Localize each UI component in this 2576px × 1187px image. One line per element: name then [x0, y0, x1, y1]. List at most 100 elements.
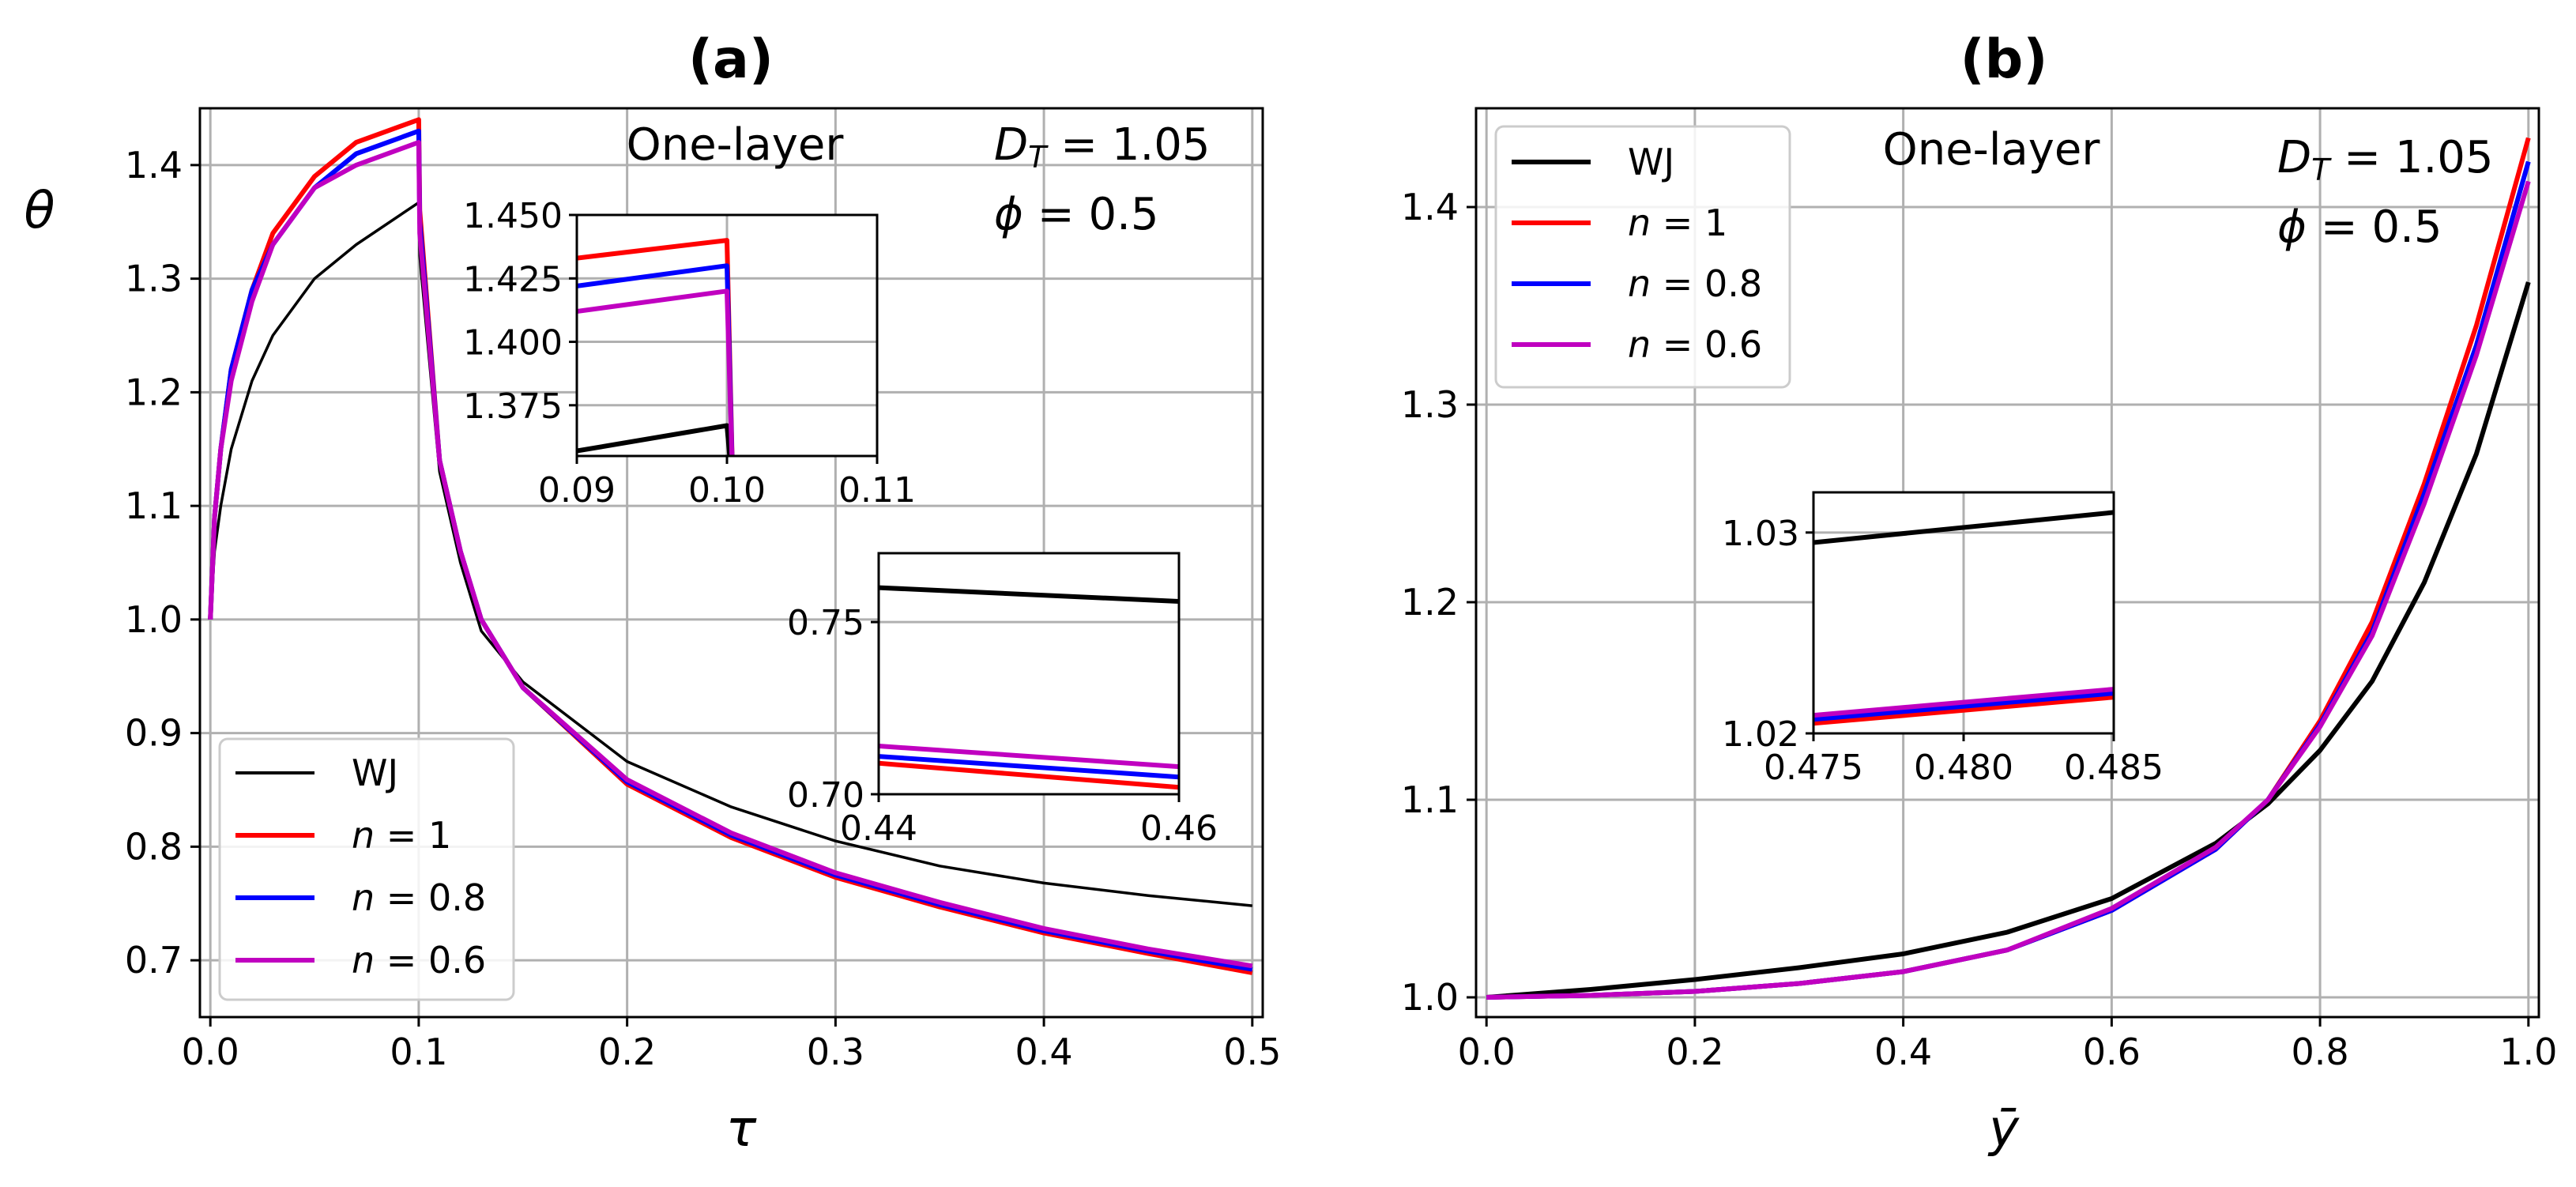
legend-a-label-n1: n = 1 — [352, 814, 451, 857]
inset-a2-ticks: 0.44 0.46 0.70 0.75 — [787, 603, 1218, 849]
legend-a-entry-wj: WJ — [235, 752, 398, 794]
inset-b-series-n-0-8 — [1813, 691, 2114, 722]
inset-b-series-n-1 — [1813, 695, 2114, 726]
legend-b-label-n1: n = 1 — [1628, 202, 1727, 244]
inset-b-xtick-label-1: 0.480 — [1914, 748, 2013, 788]
panel-b: (b) ȳ 0.0 0.2 0.4 0.6 0.8 1.01.01.11.21.31.4 … — [1401, 28, 2558, 1159]
panel-a-ytick-label-5: 1.2 — [125, 371, 183, 413]
panel-b-legend-box — [1494, 125, 1791, 389]
inset-a2-ytick-label-1: 0.75 — [787, 603, 864, 643]
panel-b-series — [1486, 137, 2531, 1000]
panel-b-ytick-label-3: 1.3 — [1401, 383, 1459, 426]
panel-a: (a) θ τ 0.0 0.1 0.2 0.3 0.4 0.5 0.7 0.8 0.9 1.0 1.… — [24, 28, 1281, 1159]
legend-b-entry-n1: n = 1 — [1512, 202, 1727, 244]
legend-a-label-wj: WJ — [352, 752, 398, 794]
inset-a1-xtick-label-2: 0.11 — [838, 470, 916, 511]
panel-b-legend: WJ n = 1 n = 0.8 n = 0.6 — [1494, 125, 1791, 389]
inset-a1-series-n-0-6 — [577, 288, 735, 456]
panel-a-ytick-label-4: 1.1 — [125, 484, 183, 527]
panel-a-ytick-label-6: 1.3 — [125, 258, 183, 300]
panel-a-xtick-label-4: 0.4 — [1015, 1031, 1073, 1073]
inset-b-ytick-label-0: 1.02 — [1722, 714, 1799, 755]
panel-a-title: (a) — [688, 28, 774, 91]
panel-b-xtick-label-3: 0.6 — [2083, 1031, 2141, 1073]
panel-b-ticks: 0.0 0.2 0.4 0.6 0.8 1.0 1.0 1.1 1.2 1.3 1.4 — [1401, 186, 2558, 1073]
legend-b-label-wj: WJ — [1628, 141, 1674, 183]
inset-a2-series-n-0-8 — [879, 754, 1179, 780]
inset-a2-series-n-1 — [879, 760, 1179, 790]
legend-a-entry-n1: n = 1 — [235, 814, 451, 857]
inset-a1-ytick-label-3: 1.450 — [463, 196, 563, 236]
inset-a1-series — [577, 238, 735, 456]
legend-a-entry-n08: n = 0.8 — [235, 876, 486, 919]
panel-a-annotation-dt: DT = 1.05 — [994, 119, 1211, 175]
legend-b-entry-n06: n = 0.6 — [1512, 323, 1762, 366]
panel-b-annotation-model: One-layer — [1883, 124, 2101, 175]
panel-b-ytick-label-0: 1.0 — [1401, 976, 1459, 1019]
panel-b-title: (b) — [1960, 28, 2048, 91]
legend-a-entry-n06: n = 0.6 — [235, 939, 486, 982]
panel-b-annotation-phi: ϕ = 0.5 — [2277, 202, 2442, 253]
panel-a-xtick-label-2: 0.2 — [598, 1031, 656, 1073]
panel-a-annotation-model: One-layer — [627, 119, 845, 171]
legend-b-label-n08: n = 0.8 — [1628, 262, 1762, 305]
panel-a-series-n-0-6 — [208, 140, 1253, 969]
inset-a1-series-wj — [577, 423, 733, 456]
panel-a-xlabel: τ — [726, 1100, 757, 1159]
panel-a-xtick-label-1: 0.1 — [390, 1031, 447, 1073]
panel-a-ytick-label-7: 1.4 — [125, 144, 183, 187]
legend-b-entry-wj: WJ — [1512, 141, 1674, 183]
inset-b-xtick-label-2: 0.485 — [2064, 748, 2164, 788]
panel-b-xlabel: ȳ — [1987, 1100, 2020, 1159]
legend-a-label-n08: n = 0.8 — [352, 876, 486, 919]
panel-a-ytick-label-3: 1.0 — [125, 598, 183, 641]
panel-a-annotation-phi: ϕ = 0.5 — [994, 189, 1159, 240]
inset-b-series-wj — [1813, 510, 2114, 545]
inset-a2-series-wj — [879, 585, 1179, 604]
panel-b-xtick-label-2: 0.4 — [1874, 1031, 1932, 1073]
panel-a-legend: WJ n = 1 n = 0.8 n = 0.6 — [218, 737, 515, 1001]
panel-a-ticks: 0.0 0.1 0.2 0.3 0.4 0.5 0.7 0.8 0.9 1.0 1.1 1.2 1.3 1… — [125, 144, 1282, 1073]
inset-b-series-n-0-6 — [1813, 687, 2114, 718]
inset-b-series — [1813, 510, 2114, 726]
panel-a-xtick-label-3: 0.3 — [807, 1031, 864, 1073]
inset-a2-xtick-label-1: 0.46 — [1140, 808, 1218, 849]
panel-a-series — [208, 117, 1253, 975]
inset-a2-ytick-label-0: 0.70 — [787, 775, 864, 816]
panel-a-ytick-label-1: 0.8 — [125, 825, 183, 868]
panel-b-series-wj — [1486, 281, 2531, 1000]
panel-b-inset: 0.475 0.480 0.485 1.02 1.03 — [1722, 491, 2164, 788]
inset-a2-frame — [877, 552, 1181, 796]
inset-a2-xtick-label-0: 0.44 — [840, 808, 917, 849]
inset-a1-ytick-label-1: 1.400 — [463, 323, 563, 364]
panel-b-xtick-label-1: 0.2 — [1666, 1031, 1723, 1073]
panel-b-ytick-label-1: 1.1 — [1401, 778, 1459, 821]
inset-a2-series-n-0-6 — [879, 744, 1179, 770]
inset-a1-ytick-label-0: 1.375 — [463, 386, 563, 427]
panel-a-legend-box — [218, 737, 515, 1001]
panel-b-ytick-label-2: 1.2 — [1401, 581, 1459, 624]
panel-a-series-wj — [209, 201, 1252, 907]
inset-a1-xtick-label-0: 0.09 — [538, 470, 616, 511]
panel-b-xtick-label-5: 1.0 — [2499, 1031, 2557, 1073]
panel-a-ytick-label-0: 0.7 — [125, 939, 183, 982]
inset-b-xtick-label-0: 0.475 — [1764, 748, 1863, 788]
inset-b-ytick-label-1: 1.03 — [1722, 514, 1799, 554]
panel-b-annotation-dt: DT = 1.05 — [2277, 132, 2494, 187]
inset-a2-series — [879, 585, 1179, 790]
panel-a-xtick-label-5: 0.5 — [1223, 1031, 1281, 1073]
panel-a-ytick-label-2: 0.9 — [125, 712, 183, 755]
panel-b-xtick-label-4: 0.8 — [2292, 1031, 2349, 1073]
inset-b-ticks: 0.475 0.480 0.485 1.02 1.03 — [1722, 514, 2164, 788]
legend-b-entry-n08: n = 0.8 — [1512, 262, 1762, 305]
panel-a-xtick-label-0: 0.0 — [182, 1031, 239, 1073]
panel-b-frame — [1474, 107, 2540, 1019]
inset-a1-ticks: 0.09 0.10 0.11 1.375 1.400 1.425 1.450 — [463, 196, 916, 511]
panel-b-series-n-0-6 — [1486, 180, 2531, 1000]
inset-a1-xtick-label-1: 0.10 — [688, 470, 766, 511]
panel-b-ytick-label-4: 1.4 — [1401, 186, 1459, 228]
panel-a-frame — [198, 107, 1264, 1019]
panel-a-ylabel: θ — [24, 182, 55, 240]
inset-a1-ytick-label-2: 1.425 — [463, 259, 563, 300]
